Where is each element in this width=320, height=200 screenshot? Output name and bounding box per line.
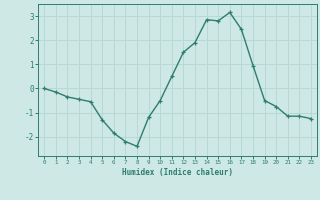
X-axis label: Humidex (Indice chaleur): Humidex (Indice chaleur)	[122, 168, 233, 177]
